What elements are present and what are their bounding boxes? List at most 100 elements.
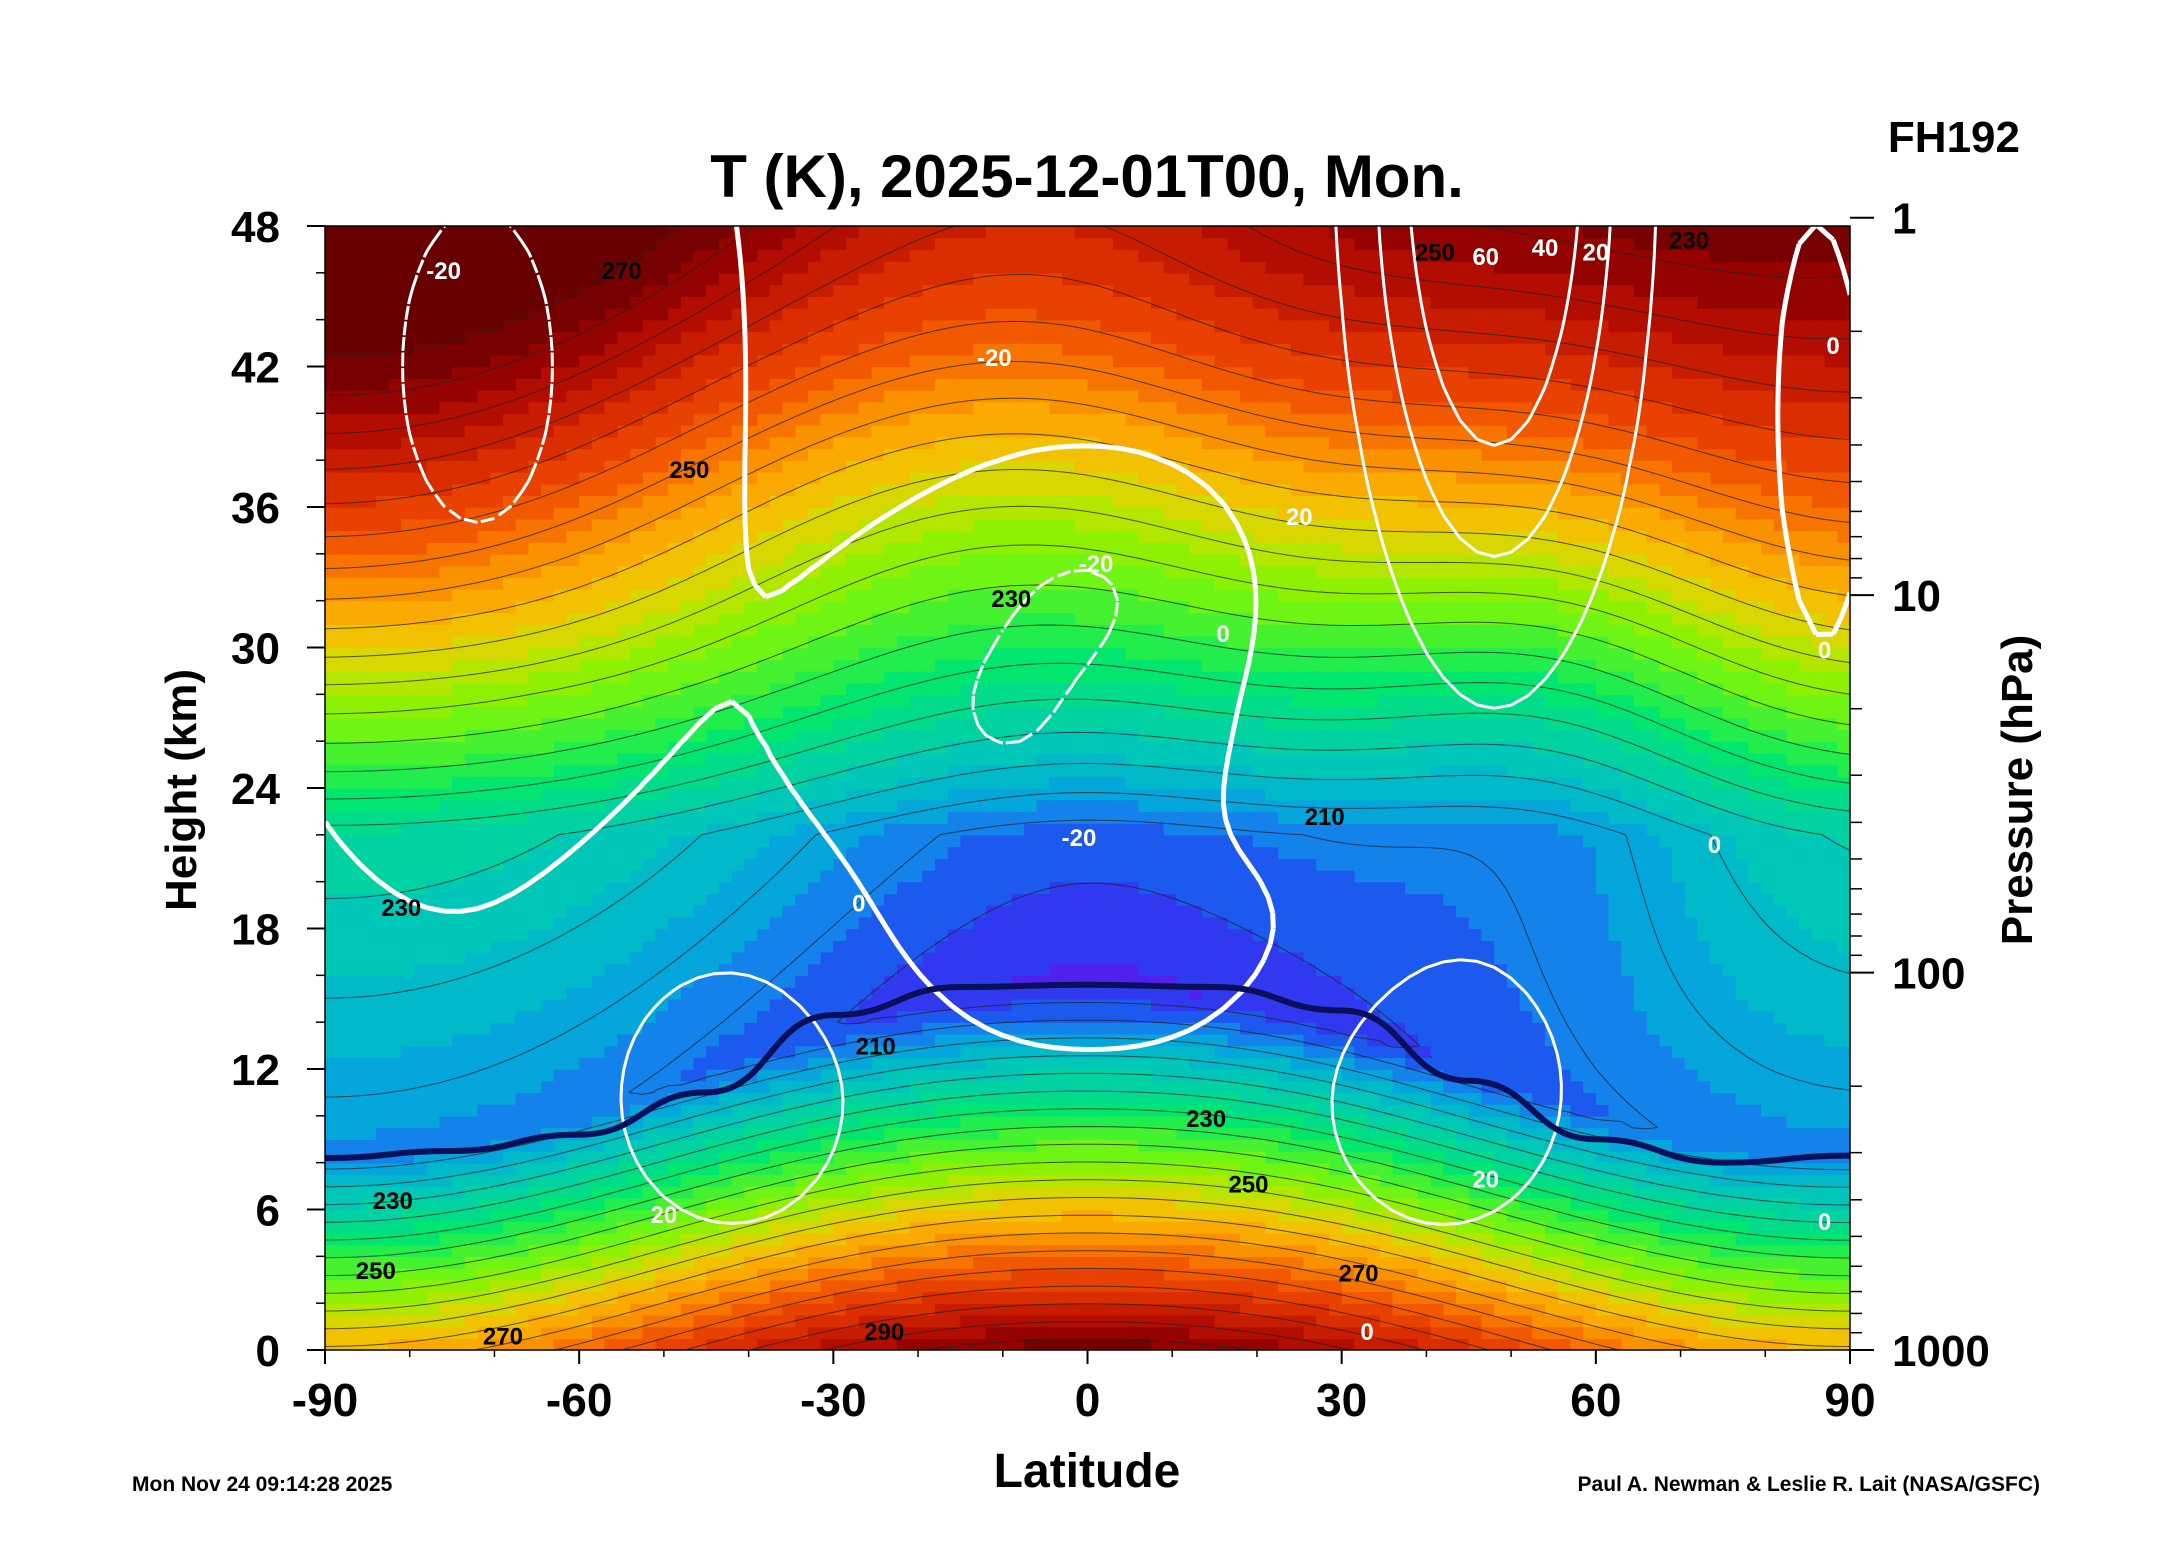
heat-cell (591, 530, 606, 543)
heat-cell (782, 1139, 796, 1152)
heat-cell (807, 413, 822, 426)
heat-cell (960, 1209, 974, 1222)
heat-cell (375, 1268, 390, 1281)
heat-cell (807, 600, 822, 614)
heat-cell (325, 951, 339, 965)
heat-cell (630, 460, 644, 473)
heat-cell (566, 1314, 580, 1328)
heat-cell (668, 1256, 682, 1269)
heat-cell (325, 893, 339, 906)
heat-cell (693, 1338, 707, 1350)
heat-cell (591, 858, 606, 871)
heat-cell (426, 518, 441, 532)
heat-cell (807, 343, 822, 356)
heat-cell (820, 378, 835, 391)
heat-cell (871, 823, 885, 836)
heat-cell (439, 963, 453, 977)
heat-cell (566, 916, 580, 930)
heat-cell (757, 940, 771, 953)
heat-cell (579, 1221, 593, 1234)
heat-cell (541, 998, 555, 1012)
heat-cell (515, 905, 530, 918)
heat-cell (604, 869, 618, 883)
heat-cell (973, 1080, 987, 1094)
heat-cell (515, 834, 530, 848)
heat-cell (591, 846, 606, 859)
heat-cell (833, 483, 847, 496)
heat-cell (337, 788, 352, 801)
heat-cell (388, 1045, 402, 1058)
heat-cell (350, 413, 364, 426)
heat-cell (795, 1221, 809, 1234)
heat-cell (528, 858, 542, 871)
heat-cell (477, 1232, 491, 1246)
heat-cell (490, 858, 504, 871)
heat-cell (680, 588, 695, 602)
heat-cell (655, 413, 669, 426)
heat-cell (439, 1197, 453, 1211)
heat-cell (413, 1314, 428, 1328)
heat-cell (515, 331, 530, 344)
heat-cell (858, 542, 873, 555)
heat-cell (820, 916, 835, 930)
heat-cell (922, 378, 936, 391)
heat-cell (680, 518, 695, 532)
heat-cell (591, 588, 606, 602)
heat-cell (973, 1244, 987, 1258)
heat-cell (413, 963, 428, 977)
heat-cell (579, 284, 593, 297)
heat-cell (617, 389, 631, 403)
heat-cell (909, 1197, 923, 1211)
heat-cell (884, 612, 898, 625)
heat-cell (731, 1303, 746, 1316)
heat-cell (807, 764, 822, 777)
heat-cell (858, 1174, 873, 1187)
heat-cell (769, 869, 784, 883)
heat-cell (858, 706, 873, 719)
heat-cell (375, 834, 390, 848)
heat-cell (896, 670, 911, 684)
heat-cell (553, 823, 568, 836)
heat-cell (439, 1326, 453, 1339)
heat-cell (820, 577, 835, 590)
heat-cell (553, 788, 568, 801)
heat-cell (477, 670, 491, 684)
heat-cell (782, 237, 796, 251)
heat-cell (731, 975, 746, 988)
heat-cell (960, 799, 974, 813)
heat-cell (617, 1221, 631, 1234)
heat-cell (604, 1045, 618, 1058)
heat-cell (807, 1162, 822, 1176)
heat-cell (668, 1022, 682, 1035)
heat-cell (718, 788, 733, 801)
heat-cell (871, 1174, 885, 1187)
heat-cell (541, 1080, 555, 1094)
heat-cell (668, 940, 682, 953)
heat-cell (896, 624, 911, 637)
heat-cell (947, 319, 962, 333)
heat-cell (884, 1033, 898, 1047)
heat-cell (566, 1291, 580, 1304)
heat-cell (782, 226, 796, 239)
heat-cell (350, 635, 364, 649)
heat-cell (820, 799, 835, 813)
heat-cell (795, 389, 809, 403)
heat-cell (706, 530, 720, 543)
heat-cell (363, 413, 377, 426)
heat-cell (528, 237, 542, 251)
heat-cell (960, 577, 974, 590)
heat-cell (426, 1127, 441, 1140)
heat-cell (769, 729, 784, 742)
heat-cell (795, 834, 809, 848)
heat-cell (630, 1186, 644, 1199)
heat-cell (884, 647, 898, 660)
heat-cell (401, 729, 415, 742)
heat-cell (604, 1338, 618, 1350)
heat-cell (541, 1092, 555, 1105)
heat-cell (706, 1256, 720, 1269)
heat-cell (718, 507, 733, 520)
heat-cell (566, 1244, 580, 1258)
heat-cell (452, 881, 466, 895)
heat-cell (579, 682, 593, 696)
heat-cell (896, 354, 911, 368)
